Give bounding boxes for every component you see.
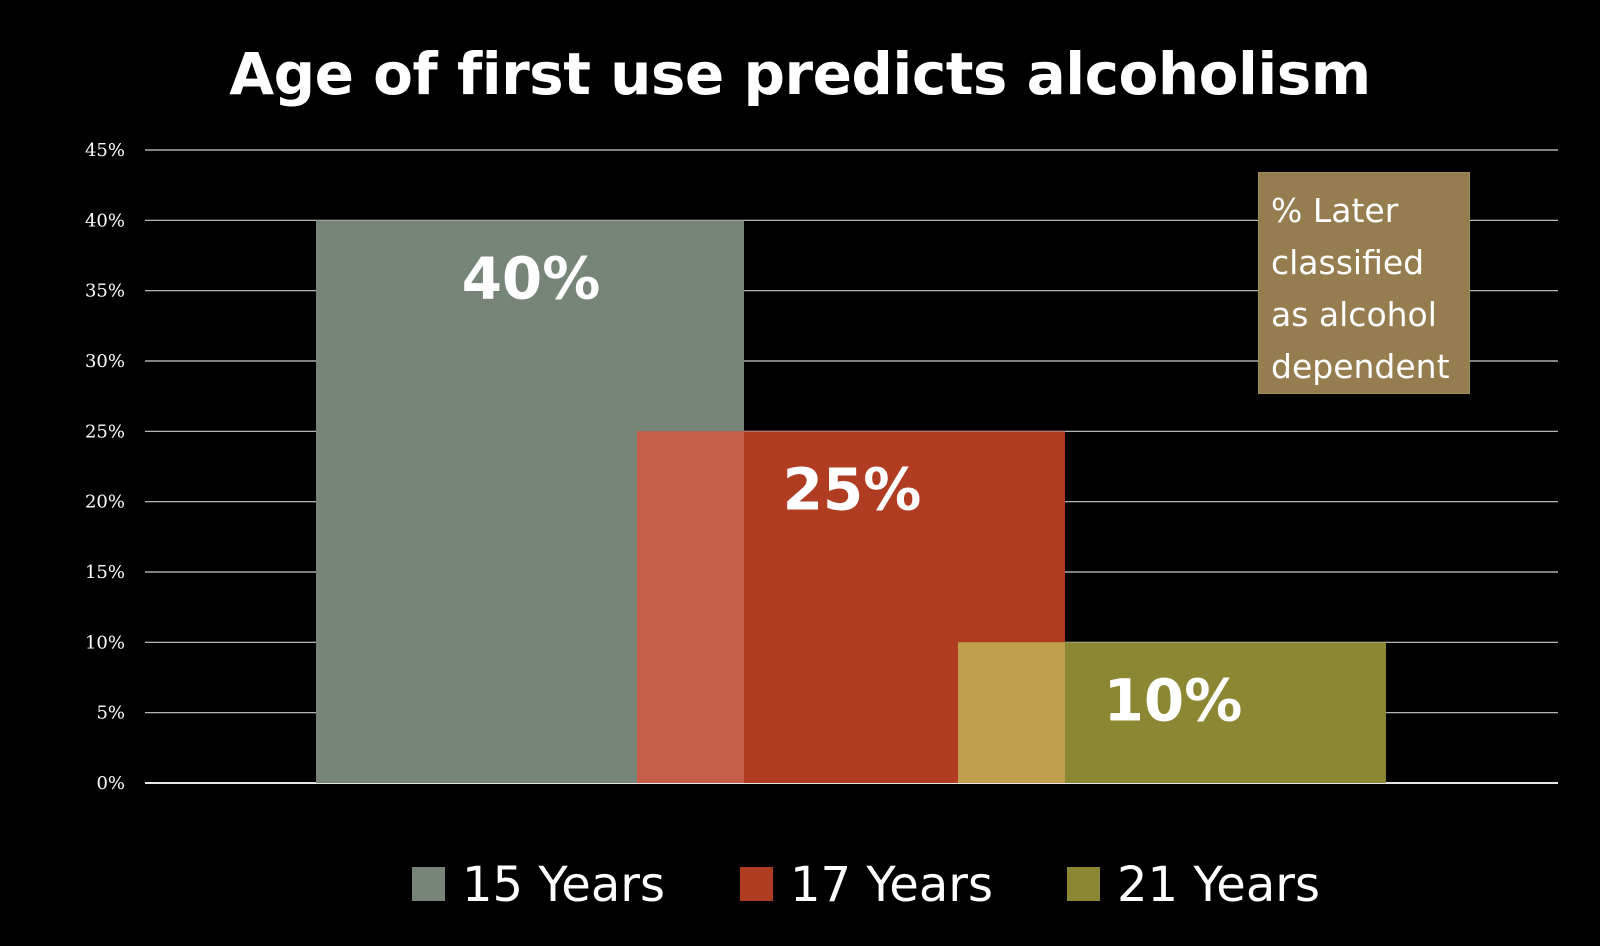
bar-overlap	[958, 642, 1065, 783]
legend-label: 21 Years	[1117, 857, 1320, 913]
legend-label: 17 Years	[790, 857, 993, 913]
annotation-box: % Later classified as alcohol dependent	[1258, 172, 1470, 394]
y-tick-label: 15%	[85, 562, 125, 583]
legend-swatch	[1067, 867, 1100, 901]
y-tick-label: 25%	[85, 421, 125, 442]
bars	[316, 220, 1386, 784]
data-labels: 40% 25% 10%	[462, 244, 1243, 734]
y-axis-ticks: 0% 5% 10% 15% 20% 25% 30% 35% 40% 45%	[85, 140, 125, 794]
y-tick-label: 40%	[85, 210, 125, 231]
y-tick-label: 5%	[96, 703, 125, 724]
legend-swatch	[412, 867, 445, 901]
y-tick-label: 35%	[85, 281, 125, 302]
y-tick-label: 0%	[96, 773, 125, 794]
y-tick-label: 20%	[85, 492, 125, 513]
legend-swatch	[740, 867, 773, 901]
y-tick-label: 10%	[85, 632, 125, 653]
bar-overlap	[637, 431, 744, 783]
legend: 15 Years 17 Years 21 Years	[412, 857, 1320, 913]
data-label: 40%	[462, 244, 601, 312]
data-label: 25%	[783, 455, 922, 523]
y-tick-label: 30%	[85, 351, 125, 372]
data-label: 10%	[1104, 666, 1243, 734]
y-tick-label: 45%	[85, 140, 125, 161]
legend-label: 15 Years	[462, 857, 665, 913]
chart-title: Age of first use predicts alcoholism	[229, 40, 1371, 108]
